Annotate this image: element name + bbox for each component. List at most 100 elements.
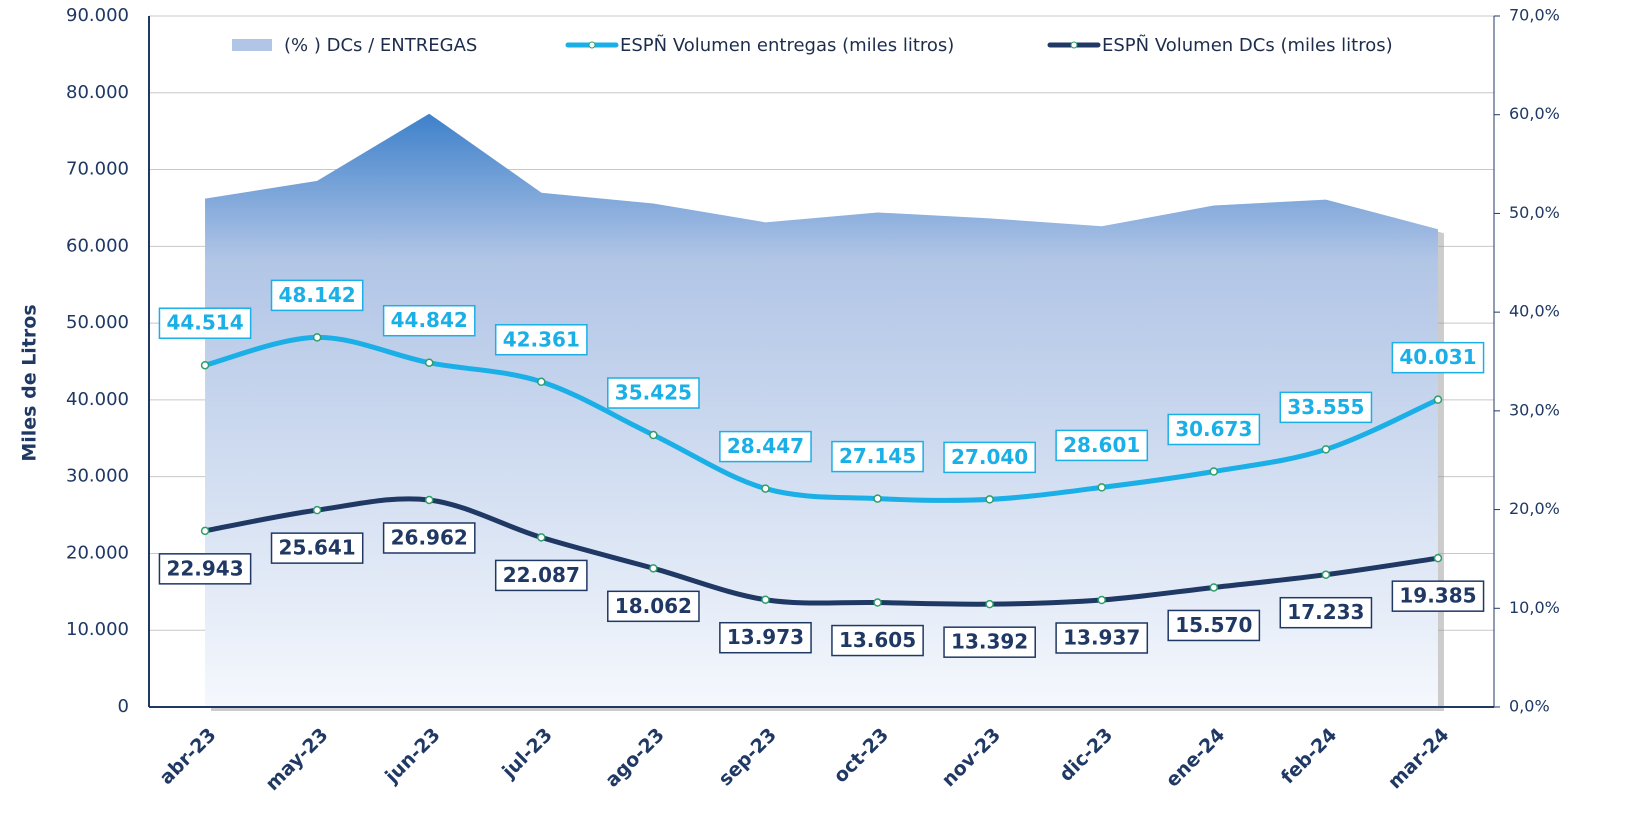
y-tick-label: 0 <box>118 696 129 717</box>
line <box>202 496 1441 607</box>
point <box>424 495 434 505</box>
label-box <box>607 377 700 409</box>
y-tick-label: 70.000 <box>66 159 129 180</box>
label-box <box>719 430 812 463</box>
label-box <box>1055 429 1149 462</box>
y2-tick-label: 20,0% <box>1509 499 1560 518</box>
point <box>1433 553 1443 563</box>
point <box>537 533 546 542</box>
data-label: 13.937 <box>1063 625 1140 649</box>
data-label: 25.641 <box>279 536 356 560</box>
y-tick-label: 50.000 <box>66 312 129 333</box>
data-label: 30.673 <box>1175 417 1252 441</box>
x-tick-label: sep-23 <box>714 724 781 791</box>
label-box <box>1055 622 1149 654</box>
label-box <box>943 441 1036 474</box>
x-tick-label: nov-23 <box>938 724 1005 791</box>
data-label: 27.040 <box>951 445 1028 469</box>
label-box <box>831 440 924 473</box>
area <box>205 113 1438 707</box>
x-tick-label: abr-23 <box>155 724 220 789</box>
point <box>1433 395 1443 404</box>
x-tick-label: oct-23 <box>830 724 893 787</box>
point <box>1097 483 1106 492</box>
point <box>537 377 546 387</box>
label-box <box>494 324 588 356</box>
y-tick-label: 10.000 <box>66 619 129 640</box>
label-box <box>1279 596 1373 629</box>
label-box <box>270 279 364 312</box>
point <box>312 505 322 515</box>
data-label: 26.962 <box>391 525 468 549</box>
data-label: 22.943 <box>166 556 243 580</box>
point <box>200 360 210 370</box>
legend-label: ESPÑ Volumen DCs (miles litros) <box>1102 34 1393 56</box>
y-tick-label: 40.000 <box>66 389 129 410</box>
point <box>200 526 210 536</box>
point <box>1321 570 1331 579</box>
label-box <box>494 559 588 592</box>
data-label: 19.385 <box>1399 584 1476 608</box>
label-box <box>719 621 812 654</box>
legend-swatch <box>232 39 272 51</box>
point <box>985 599 994 609</box>
data-label: 22.087 <box>503 563 580 587</box>
x-tick-label: jul-23 <box>497 724 556 783</box>
legend-label: (% ) DCs / ENTREGAS <box>284 35 477 56</box>
point <box>1097 595 1106 605</box>
label-box <box>382 522 476 554</box>
legend-marker <box>588 41 596 49</box>
x-tick-label: dic-23 <box>1055 724 1117 786</box>
point <box>1209 467 1219 476</box>
label-box <box>1391 580 1485 612</box>
x-tick-label: ene-24 <box>1162 724 1230 792</box>
label-box <box>1391 341 1485 374</box>
legend-marker <box>1070 41 1078 49</box>
y-tick-label: 60.000 <box>66 235 129 256</box>
point <box>761 595 770 604</box>
point <box>649 564 658 573</box>
y-tick-label: 20.000 <box>66 542 129 563</box>
line <box>202 334 1441 503</box>
label-box <box>607 590 700 623</box>
data-label: 27.145 <box>839 444 916 468</box>
label-box <box>1167 609 1261 642</box>
point <box>1209 583 1219 592</box>
data-label: 28.601 <box>1063 433 1140 457</box>
y2-tick-label: 50,0% <box>1509 203 1560 222</box>
y-tick-label: 80.000 <box>66 82 129 103</box>
y2-tick-label: 70,0% <box>1509 6 1560 25</box>
label-box <box>382 304 476 337</box>
legend-label: ESPÑ Volumen entregas (miles litros) <box>620 34 954 56</box>
data-label: 28.447 <box>727 434 804 458</box>
x-tick-label: jun-23 <box>380 724 444 788</box>
label-box <box>158 553 252 585</box>
data-label: 44.514 <box>166 311 243 335</box>
x-tick-label: feb-24 <box>1277 724 1341 788</box>
point <box>649 430 658 440</box>
x-tick-label: ago-23 <box>601 724 669 792</box>
label-box <box>1279 391 1373 424</box>
data-label: 13.973 <box>727 625 804 649</box>
data-label: 42.361 <box>503 327 580 351</box>
y2-tick-label: 60,0% <box>1509 104 1560 123</box>
data-label: 35.425 <box>615 381 692 405</box>
y2-tick-label: 30,0% <box>1509 400 1560 419</box>
point <box>985 495 994 504</box>
y-tick-label: 30.000 <box>66 466 129 487</box>
point <box>312 333 322 342</box>
y2-tick-label: 0,0% <box>1509 697 1550 716</box>
y2-tick-label: 40,0% <box>1509 302 1560 321</box>
label-box <box>158 307 252 339</box>
x-tick-label: may-23 <box>261 724 332 795</box>
point <box>761 484 770 493</box>
data-label: 33.555 <box>1287 395 1364 419</box>
point <box>873 598 882 607</box>
data-label: 48.142 <box>279 283 356 307</box>
data-label: 13.392 <box>951 630 1028 654</box>
data-label: 18.062 <box>615 594 692 618</box>
y2-tick-label: 10,0% <box>1509 598 1560 617</box>
label-box <box>270 532 364 564</box>
point <box>1321 445 1331 454</box>
